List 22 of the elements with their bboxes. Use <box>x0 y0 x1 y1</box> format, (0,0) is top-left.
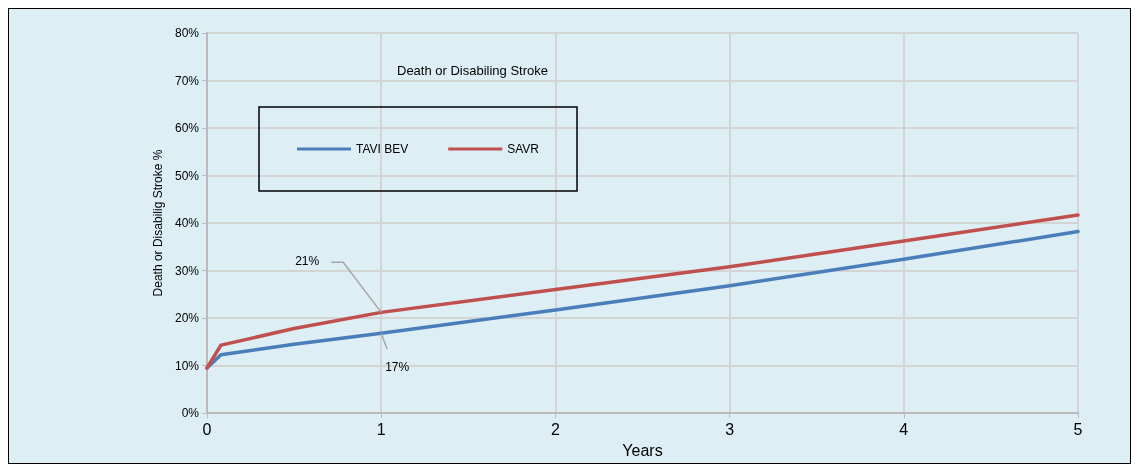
x-tick-label: 5 <box>1073 420 1083 438</box>
y-tick-label: 40% <box>174 216 200 231</box>
y-tick-label: 20% <box>174 311 200 326</box>
y-tick-label: 10% <box>174 358 200 373</box>
legend-label: TAVI BEV <box>356 142 409 156</box>
y-tick-label: 50% <box>174 168 200 183</box>
x-tick-label: 0 <box>202 420 212 438</box>
x-tick-label: 3 <box>725 420 735 438</box>
x-tick-label: 2 <box>550 420 560 438</box>
y-tick-label: 0% <box>181 406 200 421</box>
annotation: 21% <box>295 254 320 269</box>
text: Death or Disabiling Stroke <box>397 63 549 78</box>
y-tick-label: 30% <box>174 263 200 278</box>
x-tick-label: 4 <box>899 420 909 438</box>
y-tick-label: 60% <box>174 121 200 136</box>
x-axis-title: Years <box>622 441 663 459</box>
x-tick-label: 1 <box>376 420 386 438</box>
y-tick-label: 80% <box>174 26 200 40</box>
legend-label: SAVR <box>507 142 540 156</box>
y-tick-label: 70% <box>174 73 200 88</box>
annotation: 17% <box>385 360 410 375</box>
y-axis-title: Death or Disabilig Stroke % <box>151 149 166 297</box>
